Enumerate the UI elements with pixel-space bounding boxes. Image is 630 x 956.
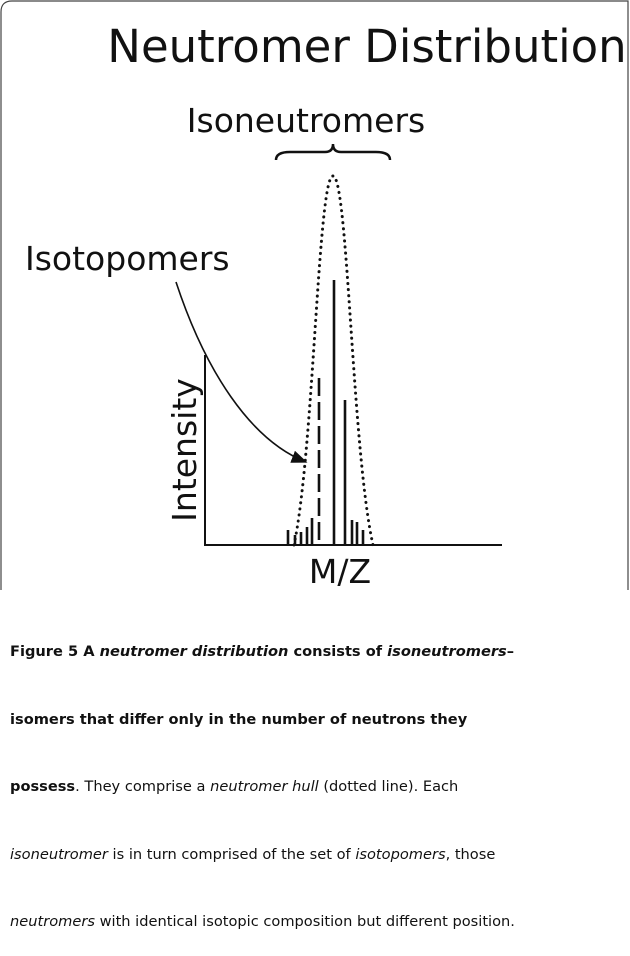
neutromer-hull [292, 174, 375, 547]
x-axis-label: M/Z [309, 552, 371, 591]
arrow [175, 281, 308, 463]
caption-term: isoneutromer [10, 845, 108, 863]
caption: Figure 5 A neutromer distribution consis… [10, 596, 625, 956]
caption-text: (dotted line). Each [318, 778, 459, 795]
figure-title: Neutromer Distribution [107, 20, 626, 73]
caption-text: consists of [288, 643, 388, 660]
figure-label: Figure 5 [10, 643, 79, 660]
caption-text: possess [10, 778, 76, 795]
caption-term: neutromers [10, 913, 95, 930]
caption-text: A [78, 643, 100, 660]
brace [274, 143, 392, 161]
figure-frame [0, 0, 629, 590]
caption-term: neutromer hull [210, 778, 319, 795]
caption-term: isotopomers [355, 845, 446, 863]
caption-line: isomers that differ only in the number o… [10, 709, 625, 732]
caption-line: possess. They comprise a neutromer hull … [10, 776, 625, 799]
peaks [286, 280, 365, 545]
caption-text: is in turn comprised of the set of [107, 845, 356, 863]
caption-text: . They comprise a [75, 778, 211, 795]
caption-line: neutromers with identical isotopic compo… [10, 911, 625, 934]
caption-text: isomers that differ only in the number o… [10, 710, 468, 728]
caption-text: – [506, 643, 515, 660]
figure: Neutromer Distribution Isoneutromers Iso… [0, 0, 629, 591]
arrow-label: Isotopomers [25, 239, 230, 278]
brace-label: Isoneutromers [187, 101, 425, 140]
caption-term: neutromer distribution [99, 643, 289, 660]
caption-line: isoneutromer is in turn comprised of the… [10, 844, 625, 867]
y-axis-label: Intensity [165, 378, 204, 522]
page: Neutromer Distribution Isoneutromers Iso… [0, 0, 629, 930]
caption-text: with identical isotopic composition but … [94, 913, 515, 930]
caption-text: , those [445, 845, 496, 863]
caption-line: Figure 5 A neutromer distribution consis… [10, 641, 625, 664]
caption-term: isoneutromers [387, 643, 507, 660]
